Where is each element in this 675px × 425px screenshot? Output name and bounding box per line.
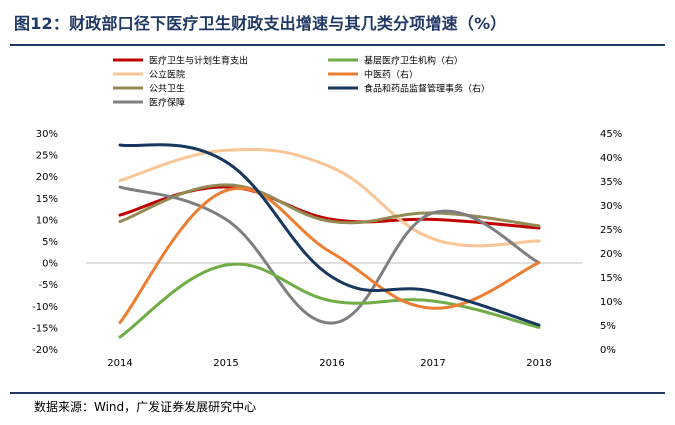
- source-rule: [10, 392, 665, 394]
- right-axis: 45% 40% 35% 30% 25% 20% 15% 10% 5% 0%: [600, 129, 622, 356]
- right-tick-label: 5%: [600, 321, 616, 332]
- series-line-7: [118, 143, 541, 327]
- right-tick-label: 0%: [600, 345, 616, 356]
- right-tick-label: 20%: [600, 249, 622, 260]
- left-tick-label: 25%: [36, 151, 58, 162]
- legend-label: 医疗保障: [149, 97, 185, 109]
- chart-title: 图12：财政部口径下医疗卫生财政支出增速与其几类分项增速（%）: [14, 14, 507, 33]
- series-group: [118, 143, 541, 339]
- left-tick-label: 0%: [42, 259, 58, 270]
- right-tick-label: 35%: [600, 177, 622, 188]
- x-tick-label: 2015: [213, 358, 238, 369]
- x-tick-label: 2014: [107, 358, 132, 369]
- legend-label: 基层医疗卫生机构（右）: [364, 55, 463, 67]
- title-rule: [10, 44, 665, 46]
- x-tick-label: 2018: [526, 358, 551, 369]
- left-tick-label: 20%: [36, 172, 58, 183]
- left-tick-label: -10%: [32, 302, 58, 313]
- right-tick-label: 45%: [600, 129, 622, 140]
- right-tick-label: 10%: [600, 297, 622, 308]
- legend-label: 公立医院: [149, 69, 185, 81]
- right-tick-label: 30%: [600, 201, 622, 212]
- left-tick-label: -5%: [39, 280, 58, 291]
- legend-label: 公共卫生: [149, 83, 185, 95]
- left-tick-label: 5%: [42, 237, 58, 248]
- right-tick-label: 40%: [600, 153, 622, 164]
- left-tick-label: -15%: [32, 323, 58, 334]
- right-tick-label: 25%: [600, 225, 622, 236]
- x-tick-label: 2016: [319, 358, 344, 369]
- legend-label: 中医药（右）: [364, 69, 418, 81]
- right-tick-label: 15%: [600, 273, 622, 284]
- left-tick-label: 30%: [36, 129, 58, 140]
- left-axis: 30% 25% 20% 15% 10% 5% 0% -5% -10% -15% -20%: [32, 129, 58, 356]
- legend-label: 食品和药品监督管理事务（右）: [364, 83, 490, 95]
- series-line-6: [118, 187, 541, 325]
- legend-label: 医疗卫生与计划生育支出: [149, 55, 248, 67]
- left-tick-label: -20%: [32, 345, 58, 356]
- x-tick-label: 2017: [420, 358, 445, 369]
- left-tick-label: 15%: [36, 194, 58, 205]
- series-line-5: [118, 262, 541, 339]
- source-note: 数据来源：Wind，广发证券发展研究中心: [34, 400, 257, 414]
- x-axis: 2014 2015 2016 2017 2018: [107, 358, 551, 369]
- left-tick-label: 10%: [36, 215, 58, 226]
- series-line-2: [118, 147, 541, 248]
